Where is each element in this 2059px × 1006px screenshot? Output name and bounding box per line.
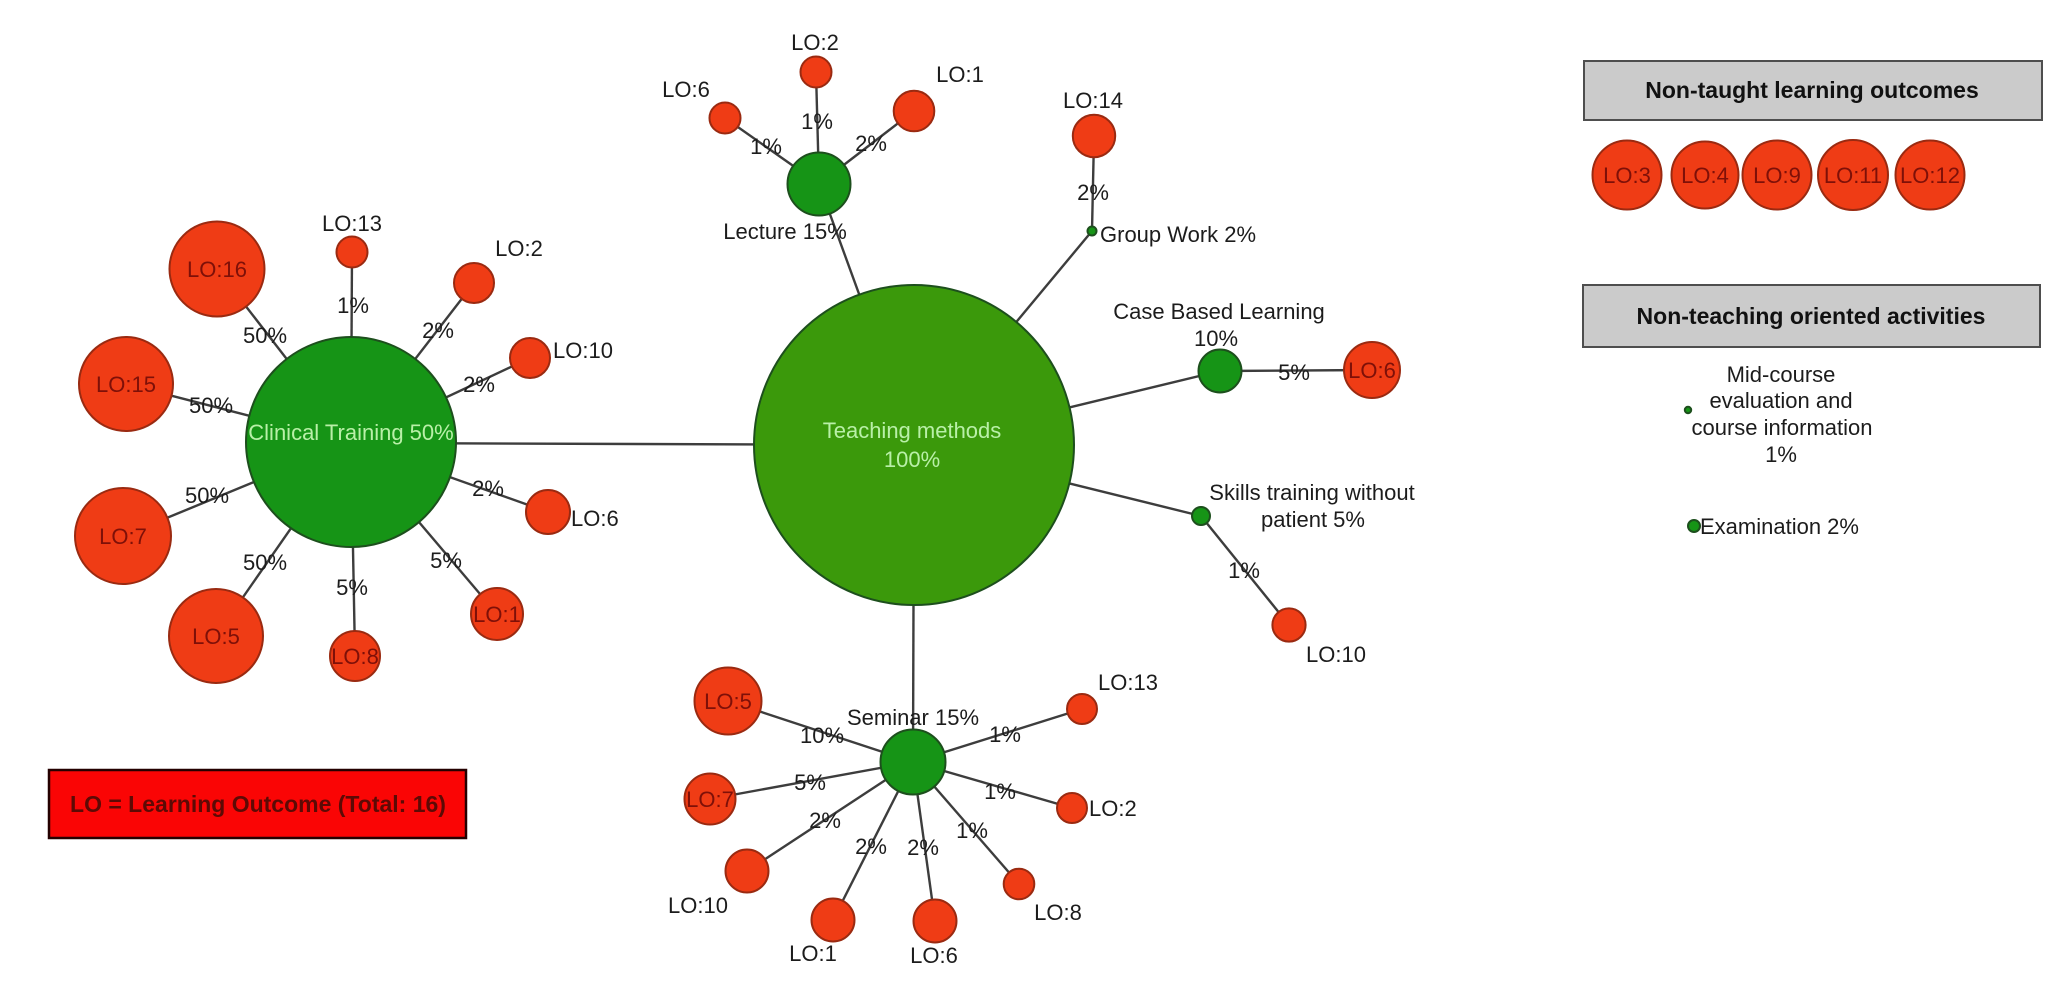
svg-text:Skills training without: Skills training without <box>1209 480 1414 505</box>
svg-text:Examination 2%: Examination 2% <box>1700 514 1859 539</box>
svg-text:LO:14: LO:14 <box>1063 88 1123 113</box>
svg-text:LO:6: LO:6 <box>910 943 958 968</box>
svg-text:50%: 50% <box>189 393 233 418</box>
svg-text:Clinical Training 50%: Clinical Training 50% <box>248 420 453 445</box>
svg-text:1%: 1% <box>984 779 1016 804</box>
svg-text:LO:8: LO:8 <box>1034 900 1082 925</box>
svg-text:LO:7: LO:7 <box>686 787 734 812</box>
svg-text:LO:8: LO:8 <box>331 644 379 669</box>
svg-text:2%: 2% <box>855 131 887 156</box>
svg-text:2%: 2% <box>1077 180 1109 205</box>
svg-text:2%: 2% <box>422 318 454 343</box>
svg-text:50%: 50% <box>185 483 229 508</box>
svg-text:LO:6: LO:6 <box>662 77 710 102</box>
svg-text:patient 5%: patient 5% <box>1261 507 1365 532</box>
svg-text:LO:4: LO:4 <box>1681 163 1729 188</box>
svg-text:Mid-course: Mid-course <box>1727 362 1836 387</box>
svg-text:LO:7: LO:7 <box>99 524 147 549</box>
svg-text:10%: 10% <box>800 723 844 748</box>
svg-text:LO:5: LO:5 <box>704 689 752 714</box>
svg-text:1%: 1% <box>801 109 833 134</box>
svg-text:LO:10: LO:10 <box>553 338 613 363</box>
svg-text:50%: 50% <box>243 323 287 348</box>
svg-text:100%: 100% <box>884 447 940 472</box>
svg-text:LO:9: LO:9 <box>1753 163 1801 188</box>
svg-text:Case Based Learning: Case Based Learning <box>1113 299 1325 324</box>
svg-text:LO:11: LO:11 <box>1824 163 1882 188</box>
svg-text:Teaching methods: Teaching methods <box>823 418 1002 443</box>
svg-text:LO:15: LO:15 <box>96 372 156 397</box>
svg-text:Lecture 15%: Lecture 15% <box>723 219 847 244</box>
svg-text:LO:3: LO:3 <box>1603 163 1651 188</box>
svg-text:LO:2: LO:2 <box>1089 796 1137 821</box>
svg-text:2%: 2% <box>907 835 939 860</box>
svg-text:LO:16: LO:16 <box>187 257 247 282</box>
svg-text:LO:10: LO:10 <box>1306 642 1366 667</box>
svg-text:LO:12: LO:12 <box>1900 163 1960 188</box>
svg-text:course information: course information <box>1692 415 1873 440</box>
svg-text:2%: 2% <box>855 834 887 859</box>
svg-text:5%: 5% <box>794 770 826 795</box>
svg-text:1%: 1% <box>1765 442 1797 467</box>
svg-text:10%: 10% <box>1194 326 1238 351</box>
svg-text:2%: 2% <box>463 372 495 397</box>
svg-text:LO:2: LO:2 <box>791 30 839 55</box>
svg-text:LO:2: LO:2 <box>495 236 543 261</box>
svg-text:LO:5: LO:5 <box>192 624 240 649</box>
svg-text:Non-teaching oriented activiti: Non-teaching oriented activities <box>1637 303 1986 329</box>
svg-text:LO:6: LO:6 <box>571 506 619 531</box>
svg-text:LO:6: LO:6 <box>1348 358 1396 383</box>
svg-text:50%: 50% <box>243 550 287 575</box>
svg-text:LO:13: LO:13 <box>322 211 382 236</box>
svg-text:LO:1: LO:1 <box>936 62 984 87</box>
svg-text:1%: 1% <box>1228 558 1260 583</box>
svg-text:LO:1: LO:1 <box>789 941 837 966</box>
svg-text:Non-taught learning outcomes: Non-taught learning outcomes <box>1645 77 1979 103</box>
svg-text:Group Work 2%: Group Work 2% <box>1100 222 1256 247</box>
svg-text:evaluation and: evaluation and <box>1709 388 1852 413</box>
svg-text:5%: 5% <box>1278 360 1310 385</box>
svg-text:Seminar 15%: Seminar 15% <box>847 705 979 730</box>
svg-text:LO:1: LO:1 <box>473 602 521 627</box>
svg-text:1%: 1% <box>989 722 1021 747</box>
svg-text:5%: 5% <box>430 548 462 573</box>
svg-text:1%: 1% <box>750 134 782 159</box>
svg-text:1%: 1% <box>956 818 988 843</box>
svg-text:1%: 1% <box>337 293 369 318</box>
svg-text:LO = Learning Outcome (Total:: LO = Learning Outcome (Total: 16) <box>70 791 446 817</box>
svg-text:2%: 2% <box>809 808 841 833</box>
svg-text:LO:10: LO:10 <box>668 893 728 918</box>
svg-text:2%: 2% <box>472 476 504 501</box>
svg-text:5%: 5% <box>336 575 368 600</box>
svg-text:LO:13: LO:13 <box>1098 670 1158 695</box>
